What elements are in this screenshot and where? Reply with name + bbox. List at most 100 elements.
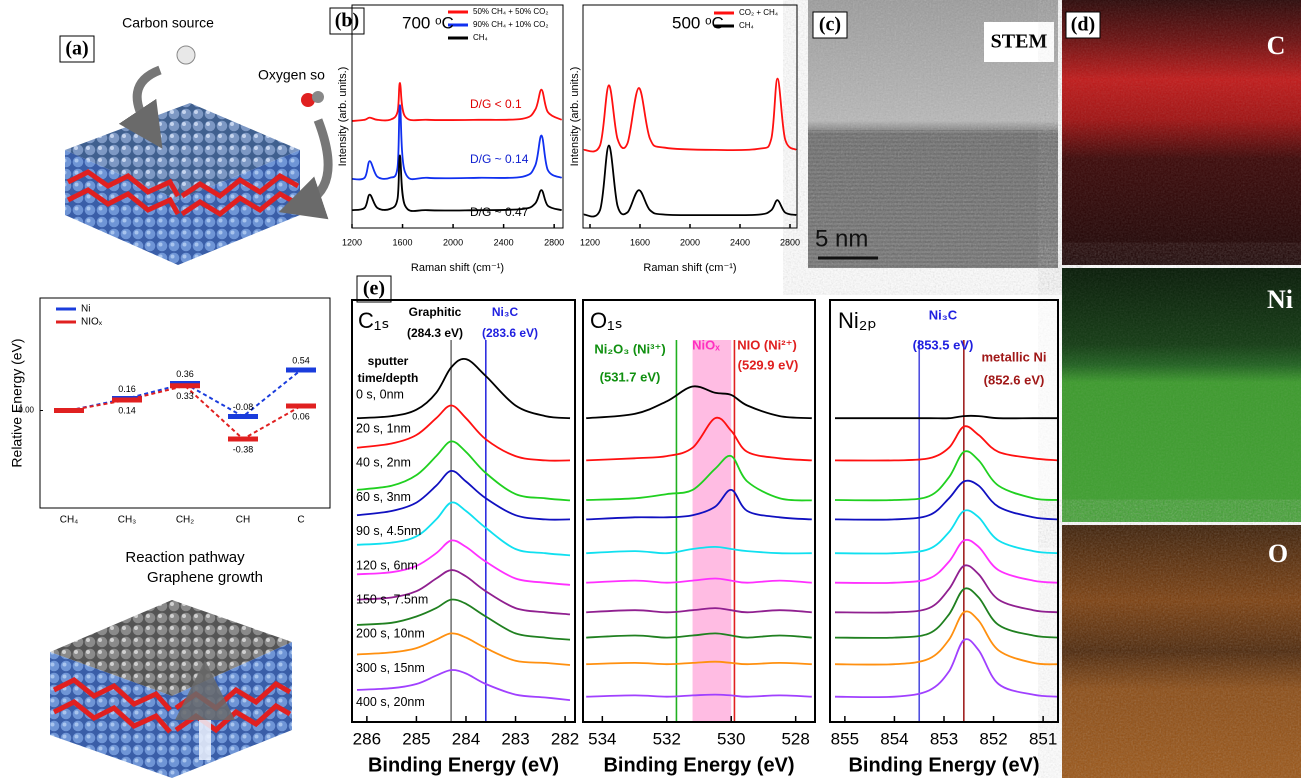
spectrum-line — [835, 540, 1058, 583]
panel-label: (b) — [335, 10, 359, 32]
spectrum-line — [835, 639, 1058, 697]
annotation: metallic Ni — [981, 349, 1046, 364]
scale-bar-label: 5 nm — [815, 225, 868, 252]
x-tick-label: 1200 — [580, 237, 600, 247]
x-tick-label: 283 — [501, 729, 529, 748]
annotation: Ni₃C — [492, 305, 519, 319]
annotation: (852.6 eV) — [984, 372, 1045, 387]
series-label: 20 s, 1nm — [356, 421, 411, 435]
series-label: 120 s, 6nm — [356, 558, 418, 572]
chart-title: O₁ₛ — [590, 308, 623, 333]
x-tick-label: 855 — [831, 729, 859, 748]
annotation: (529.9 eV) — [738, 357, 799, 372]
spectrum-line — [584, 79, 797, 152]
x-axis-label: Binding Energy (eV) — [848, 754, 1039, 776]
spectrum-line — [835, 426, 1058, 460]
x-tick-label: 284 — [452, 729, 480, 748]
x-tick-label: 2800 — [544, 237, 564, 247]
y-axis-label: Relative Energy (eV) — [9, 338, 25, 467]
annotation: D/G ~ 0.14 — [470, 152, 529, 166]
panel-label: (a) — [65, 38, 88, 60]
series-label: 60 s, 3nm — [356, 490, 411, 504]
x-tick-label: 853 — [930, 729, 958, 748]
x-tick-label: 2800 — [780, 237, 800, 247]
co2-molecule — [312, 91, 324, 103]
annotation: Graphitic — [409, 305, 462, 319]
element-maps — [1062, 0, 1301, 778]
panel-label: (c) — [819, 14, 841, 36]
series-label: 150 s, 7.5nm — [356, 592, 428, 606]
x-tick-label: 282 — [551, 729, 579, 748]
stem-label: STEM — [991, 31, 1048, 53]
x-axis-label: Raman shift (cm⁻¹) — [411, 262, 504, 274]
x-tick-label: 1600 — [630, 237, 650, 247]
x-tick-label: 851 — [1029, 729, 1057, 748]
x-tick-label: 1200 — [342, 237, 362, 247]
data-label: 0.16 — [118, 384, 136, 394]
legend-label: CH₄ — [473, 33, 488, 42]
data-label: 0.33 — [176, 391, 194, 401]
cube-illustration — [50, 600, 292, 778]
x-tick-label: 534 — [588, 729, 616, 748]
illustration-label: Carbon source — [122, 15, 214, 31]
data-label: 0.06 — [292, 411, 310, 421]
map-label: O — [1268, 539, 1288, 568]
annotation: sputter — [368, 354, 409, 368]
x-tick-label: C — [297, 515, 304, 526]
illustration-label: Oxygen so — [258, 67, 325, 83]
chart-title: Ni₂ₚ — [838, 308, 877, 333]
panel-label: (d) — [1071, 14, 1095, 36]
x-tick-label: 528 — [781, 729, 809, 748]
data-label: -0.38 — [233, 444, 254, 454]
x-tick-label: 2000 — [680, 237, 700, 247]
series-label: 300 s, 15nm — [356, 661, 425, 675]
x-tick-label: 286 — [353, 729, 381, 748]
chart-title: 700 ᵒC — [402, 13, 454, 32]
spectrum-line — [835, 416, 1058, 419]
spectrum-line — [352, 83, 562, 121]
data-label: -0.08 — [233, 402, 254, 412]
spectrum-line — [584, 145, 797, 216]
x-tick-label: CH₄ — [60, 515, 79, 526]
annotation: (531.7 eV) — [600, 369, 661, 384]
legend-label: 50% CH₄ + 50% CO₂ — [473, 7, 549, 16]
x-tick-label: 2000 — [443, 237, 463, 247]
legend-label: 90% CH₄ + 10% CO₂ — [473, 20, 549, 29]
data-label: 0.14 — [118, 405, 136, 415]
annotation: Ni₂O₃ (Ni³⁺) — [594, 341, 665, 356]
series-label: 90 s, 4.5nm — [356, 524, 421, 538]
arrow — [300, 120, 328, 205]
map-label: Ni — [1267, 285, 1293, 314]
map-noise — [1062, 525, 1301, 778]
panel-label: (e) — [363, 278, 385, 300]
x-tick-label: CH₂ — [176, 515, 194, 526]
data-label: 0.36 — [176, 369, 194, 379]
x-tick-label: 532 — [653, 729, 681, 748]
y-axis-label: Intensity (arb. units.) — [337, 67, 349, 167]
series-label: 400 s, 20nm — [356, 695, 425, 709]
annotation: NIO (Ni²⁺) — [737, 337, 797, 352]
figure: (a) Carbon source Oxygen so Graphene gro… — [0, 0, 1301, 778]
annotation: NiOₓ — [692, 337, 720, 352]
x-tick-label: 852 — [979, 729, 1007, 748]
legend-label: NIOₓ — [81, 317, 103, 328]
x-tick-label: 285 — [402, 729, 430, 748]
map-noise — [1062, 268, 1301, 522]
series-label: 0 s, 0nm — [356, 387, 404, 401]
annotation: D/G < 0.1 — [470, 97, 522, 111]
x-tick-label: 2400 — [730, 237, 750, 247]
spectrum-line — [352, 155, 562, 211]
annotation: (284.3 eV) — [407, 326, 463, 340]
page: {"chart_data": [ {"type": "line", "title… — [0, 0, 1301, 778]
x-tick-label: CH₃ — [118, 515, 137, 526]
annotation: D/G ~ 0.47 — [470, 205, 529, 219]
x-tick-label: CH — [236, 515, 250, 526]
spectrum-line — [835, 510, 1058, 553]
annotation: (853.5 eV) — [913, 337, 974, 352]
series-label: 40 s, 2nm — [356, 456, 411, 470]
legend-label: Ni — [81, 304, 90, 315]
chart-title: 500 ᵒC — [672, 13, 724, 32]
y-axis-label: Intensity (arb. units.) — [569, 67, 581, 167]
map-noise — [1062, 0, 1301, 265]
shaded-band — [693, 340, 732, 722]
